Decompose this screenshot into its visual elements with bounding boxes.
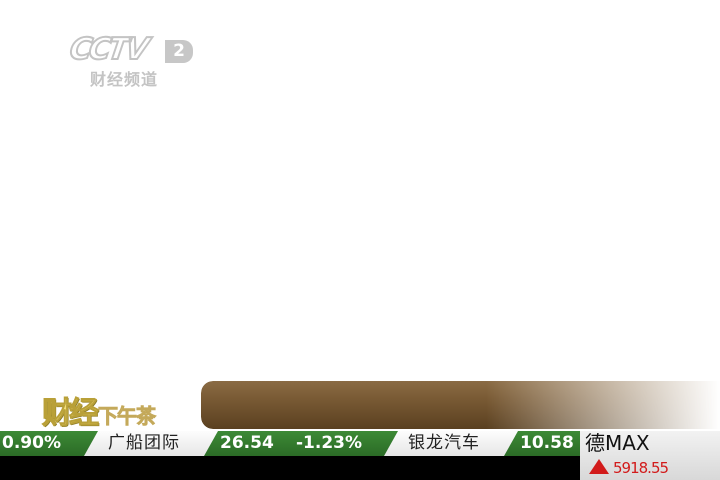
index-value: 5918.55	[613, 459, 669, 477]
program-title: 财经 下午茶	[42, 388, 157, 432]
channel-number-badge: 2	[165, 40, 193, 63]
channel-name: 财经频道	[90, 70, 159, 89]
program-title-main: 财经	[42, 396, 100, 432]
ticker-stock-name: 银龙汽车	[384, 431, 518, 456]
ticker-stock-name: 广船团际	[84, 431, 218, 456]
ticker-change: 0.90%	[2, 433, 61, 453]
ticker-bottom-strip	[0, 456, 580, 480]
lower-third-title-bar	[201, 381, 720, 429]
ticker-price: 26.54	[220, 433, 274, 453]
channel-logo: CCTV 2 财经频道	[67, 31, 195, 89]
program-title-sub: 下午茶	[98, 404, 157, 429]
index-name: 德MAX	[585, 431, 650, 455]
ticker-price: 10.58	[520, 433, 574, 453]
cctv-logo-text: CCTV	[67, 31, 150, 68]
index-panel: 德MAX 5918.55	[580, 431, 720, 480]
stock-ticker: 0.90% 广船团际 26.54 -1.23% 银龙汽车 10.58	[0, 431, 580, 456]
ticker-change: -1.23%	[296, 433, 363, 453]
arrow-up-icon	[589, 459, 609, 474]
